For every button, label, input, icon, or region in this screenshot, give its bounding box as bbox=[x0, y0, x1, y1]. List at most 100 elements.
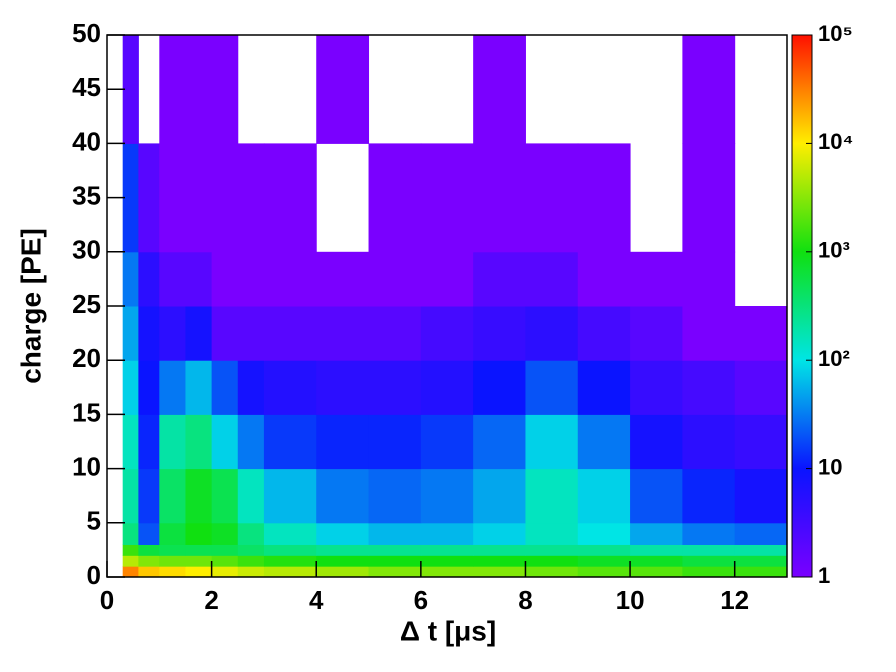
cell bbox=[420, 414, 474, 470]
cell bbox=[473, 306, 526, 361]
cell bbox=[734, 414, 788, 470]
cell bbox=[630, 414, 683, 470]
cell bbox=[525, 566, 579, 578]
cell bbox=[316, 468, 370, 524]
cell bbox=[263, 468, 317, 524]
cell bbox=[122, 306, 139, 361]
cell bbox=[682, 143, 736, 253]
cell bbox=[473, 566, 526, 578]
cell bbox=[577, 468, 631, 524]
cell bbox=[138, 251, 160, 307]
cell bbox=[473, 360, 526, 415]
cell bbox=[211, 306, 239, 361]
cell bbox=[211, 143, 239, 253]
cell bbox=[368, 414, 422, 470]
cell bbox=[263, 544, 317, 556]
cell bbox=[682, 566, 736, 578]
cell bbox=[682, 544, 736, 556]
cell bbox=[368, 468, 422, 524]
cell bbox=[420, 522, 474, 545]
cell bbox=[473, 35, 526, 144]
cell bbox=[577, 566, 631, 578]
cell bbox=[525, 35, 578, 144]
cell bbox=[138, 360, 160, 415]
cell bbox=[682, 251, 736, 307]
cell bbox=[185, 566, 213, 578]
cell bbox=[525, 468, 579, 524]
cell bbox=[138, 143, 160, 253]
cell bbox=[473, 468, 526, 524]
cell bbox=[122, 360, 139, 415]
cell bbox=[473, 544, 526, 556]
cell bbox=[577, 143, 631, 253]
color-tick-label: 10 bbox=[818, 454, 842, 479]
cell bbox=[525, 306, 579, 361]
cell bbox=[238, 35, 265, 144]
cell bbox=[369, 35, 422, 144]
cell bbox=[263, 143, 317, 253]
cell bbox=[185, 251, 213, 307]
cell bbox=[630, 555, 683, 567]
cell bbox=[473, 414, 526, 470]
cell bbox=[473, 143, 526, 253]
cell bbox=[159, 360, 186, 415]
cell bbox=[734, 555, 788, 567]
cell bbox=[237, 306, 265, 361]
cell bbox=[159, 468, 186, 524]
cell bbox=[263, 555, 317, 567]
y-axis-label: charge [PE] bbox=[15, 228, 46, 384]
cell bbox=[577, 522, 631, 545]
cell bbox=[420, 143, 474, 253]
cell bbox=[368, 306, 422, 361]
cell bbox=[122, 251, 139, 307]
cell bbox=[316, 544, 370, 556]
cell bbox=[237, 566, 265, 578]
cell bbox=[421, 35, 474, 144]
color-tick-label: 10⁵ bbox=[818, 21, 853, 46]
cell bbox=[316, 414, 370, 470]
cell bbox=[159, 306, 186, 361]
cell bbox=[263, 360, 317, 415]
cell bbox=[316, 306, 370, 361]
cell bbox=[185, 143, 213, 253]
cell bbox=[263, 306, 317, 361]
cell bbox=[122, 566, 139, 578]
cell bbox=[138, 35, 159, 144]
cell bbox=[263, 522, 317, 545]
x-tick-label: 10 bbox=[616, 585, 645, 615]
cell bbox=[159, 566, 186, 578]
cell bbox=[368, 251, 422, 307]
cell bbox=[159, 414, 186, 470]
cell bbox=[237, 555, 265, 567]
cell bbox=[316, 566, 370, 578]
cell bbox=[630, 306, 683, 361]
x-tick-label: 6 bbox=[414, 585, 428, 615]
cell bbox=[368, 143, 422, 253]
cell bbox=[211, 566, 239, 578]
cell bbox=[316, 35, 370, 144]
cell bbox=[159, 555, 186, 567]
cell bbox=[211, 468, 239, 524]
cell bbox=[577, 360, 631, 415]
cell bbox=[525, 143, 579, 253]
cell bbox=[138, 566, 160, 578]
cell bbox=[682, 468, 736, 524]
x-tick-label: 12 bbox=[720, 585, 749, 615]
cell bbox=[316, 360, 370, 415]
cell bbox=[473, 555, 526, 567]
color-bar bbox=[791, 34, 813, 578]
cells bbox=[122, 35, 788, 578]
cell bbox=[368, 544, 422, 556]
cell bbox=[122, 35, 139, 144]
cell bbox=[264, 35, 317, 144]
cell bbox=[263, 566, 317, 578]
cell bbox=[237, 143, 265, 253]
cell bbox=[735, 35, 788, 144]
cell bbox=[577, 306, 631, 361]
y-tick-label: 40 bbox=[72, 126, 101, 156]
cell bbox=[735, 252, 788, 307]
cell bbox=[211, 251, 239, 307]
cell bbox=[577, 414, 631, 470]
cell bbox=[368, 566, 422, 578]
